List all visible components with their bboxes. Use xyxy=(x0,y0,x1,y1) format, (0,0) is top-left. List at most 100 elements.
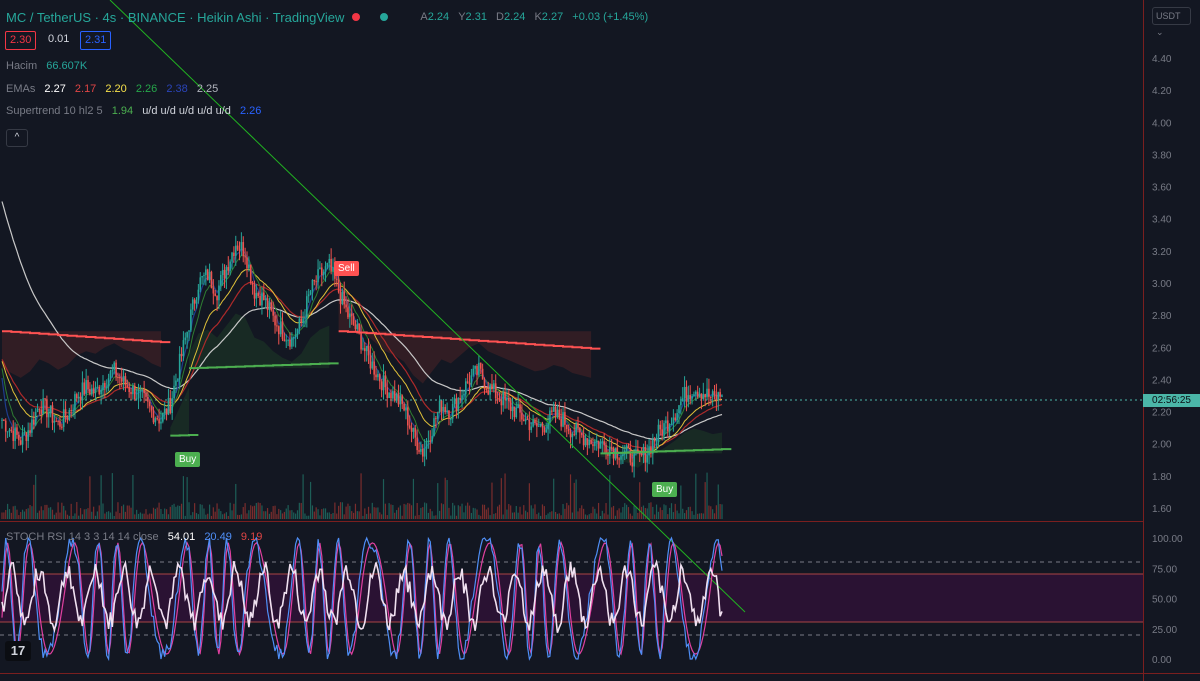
volume-bar xyxy=(519,506,521,519)
volume-bar xyxy=(407,502,409,519)
volume-bar xyxy=(199,504,201,519)
volume-bar xyxy=(270,511,272,519)
volume-bar xyxy=(371,502,373,519)
volume-bar xyxy=(635,507,637,519)
volume-bar xyxy=(513,512,516,519)
supertrend-segment xyxy=(2,330,171,344)
volume-bar xyxy=(418,514,420,519)
candle-body xyxy=(414,428,417,438)
candle-body xyxy=(18,434,20,441)
candles[interactable] xyxy=(1,232,723,478)
sell-price-button[interactable]: 2.30 xyxy=(5,31,37,50)
candle-body xyxy=(94,387,97,394)
candle-body xyxy=(670,424,673,426)
candle-body xyxy=(412,428,415,432)
candle-body xyxy=(197,289,200,301)
volume-bar xyxy=(225,512,228,519)
volume-bar xyxy=(96,511,98,519)
stoch-legend[interactable]: STOCH RSI 14 3 3 14 14 close 54.01 20.49… xyxy=(6,531,263,543)
candle-body xyxy=(571,433,574,438)
volume-bar xyxy=(222,514,224,519)
candle-body xyxy=(162,412,164,422)
tradingview-logo-icon[interactable]: 17 xyxy=(5,641,31,661)
candle-body xyxy=(178,353,181,380)
candle-body xyxy=(453,398,456,404)
candle-body xyxy=(537,425,540,427)
currency-selector[interactable]: USDT ⌄ xyxy=(1152,7,1191,37)
candle-body xyxy=(476,365,478,376)
volume-bar xyxy=(390,504,392,519)
volume-bar xyxy=(532,508,534,519)
candle-body xyxy=(220,275,222,286)
volume-bar xyxy=(283,511,285,519)
candle-body xyxy=(216,295,218,301)
price-pane[interactable] xyxy=(0,0,1143,520)
volume-bar xyxy=(205,514,207,519)
candle-body xyxy=(238,249,241,251)
volume-bar xyxy=(317,509,319,519)
collapse-legend-button[interactable]: ^ xyxy=(6,129,28,147)
candle-body xyxy=(126,385,129,388)
candle-body xyxy=(115,362,117,378)
candle-body xyxy=(464,381,467,395)
volume-bar xyxy=(253,505,256,519)
volume-bar xyxy=(48,507,50,519)
volume-bar xyxy=(126,505,128,519)
volume-bar xyxy=(517,512,519,519)
stoch-k-line xyxy=(1,536,723,662)
ema-legend[interactable]: EMAs 2.27 2.17 2.20 2.26 2.38 2.25 xyxy=(6,83,219,95)
volume-bar xyxy=(379,512,381,519)
candle-body xyxy=(85,380,87,395)
volume-bar xyxy=(650,502,652,519)
candle-body xyxy=(397,393,400,405)
volume-bar xyxy=(107,511,110,519)
candle-body xyxy=(646,455,648,463)
candle-body xyxy=(77,396,80,399)
volume-bar xyxy=(78,515,80,519)
candle-body xyxy=(552,406,555,412)
candle-body xyxy=(66,417,69,420)
candle-body xyxy=(435,418,437,420)
volume-bar xyxy=(457,505,459,519)
candle-body xyxy=(251,282,254,285)
candle-body xyxy=(12,430,15,441)
candle-body xyxy=(508,397,510,402)
volume-bar xyxy=(231,510,233,519)
volume-bar xyxy=(414,515,416,519)
volume-legend[interactable]: Hacim 66.607K xyxy=(6,60,88,72)
stoch-axis[interactable]: 100.00 75.00 50.00 25.00 0.00 xyxy=(1152,534,1183,666)
price-tick-label: 3.20 xyxy=(1152,247,1172,258)
volume-bar xyxy=(36,512,39,519)
volume-bar xyxy=(91,511,93,519)
candle-body xyxy=(277,326,280,335)
trendline[interactable] xyxy=(109,0,746,613)
volume-bar xyxy=(184,515,186,519)
candle-body xyxy=(55,420,58,422)
candle-body xyxy=(509,401,512,412)
volume-bar xyxy=(351,511,353,519)
volume-bar xyxy=(274,505,276,519)
buy-price-button[interactable]: 2.31 xyxy=(80,31,112,50)
candle-body xyxy=(285,340,288,342)
candle-body xyxy=(573,433,576,435)
candle-body xyxy=(356,323,359,330)
volume-bar xyxy=(672,512,674,519)
price-axis[interactable]: 4.40 4.20 4.00 3.80 3.60 3.40 3.20 3.00 2.80 2.60… xyxy=(1152,54,1172,515)
stoch-tick-label: 100.00 xyxy=(1152,534,1183,545)
candle-body xyxy=(487,389,490,395)
supertrend-legend[interactable]: Supertrend 10 hl2 5 1.94 u/d u/d u/d u/d… xyxy=(6,105,262,117)
candle-body xyxy=(208,271,211,281)
candle-body xyxy=(405,407,407,411)
candle-body xyxy=(392,390,394,399)
market-status-icon[interactable] xyxy=(352,13,361,21)
price-tick-label: 2.00 xyxy=(1152,440,1172,451)
volume-bar xyxy=(502,514,504,519)
volume-bar xyxy=(511,512,514,519)
candle-body xyxy=(83,382,86,395)
volume-bar xyxy=(657,511,660,519)
symbol-title[interactable]: MC / TetherUS · 4s · BINANCE · Heikin As… xyxy=(6,9,345,25)
volume-bar xyxy=(526,512,529,519)
candle-body xyxy=(451,403,454,419)
candle-body xyxy=(309,291,312,295)
